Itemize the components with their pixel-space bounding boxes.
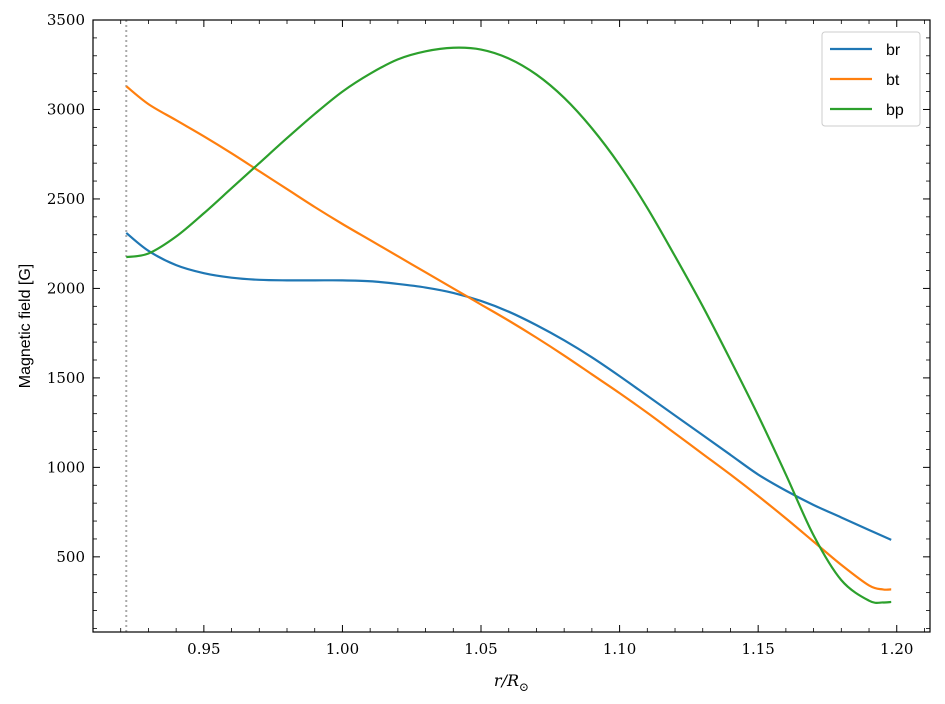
y-tick-label: 3000 [47, 100, 85, 118]
series-line-bp [126, 46, 892, 604]
y-tick-label: 3500 [47, 11, 85, 29]
x-tick-label: 1.00 [326, 640, 359, 658]
series-line-bt [125, 85, 892, 591]
y-axis-label: Magnetic field [G] [17, 264, 34, 389]
tick-labels-layer: 0.95 1.00 1.05 1.10 1.15 1.20 500 1000 1500 2000 2… [47, 11, 914, 658]
x-tick-label: 0.95 [187, 640, 220, 658]
x-axis-label: r/R⊙ [494, 671, 529, 694]
legend: br bt bp [821, 31, 921, 127]
x-tick-label: 1.05 [464, 640, 497, 658]
x-tick-label: 1.15 [741, 640, 774, 658]
ticks-layer [92, 19, 930, 632]
y-tick-label: 1000 [47, 458, 85, 476]
legend-label-bt: bt [886, 72, 900, 89]
series-layer [125, 46, 892, 604]
y-tick-label: 2000 [47, 279, 85, 297]
x-tick-label: 1.10 [603, 640, 636, 658]
series-line-br [125, 232, 892, 541]
legend-label-br: br [886, 42, 901, 59]
y-tick-label: 500 [56, 548, 85, 566]
y-tick-label: 2500 [47, 190, 85, 208]
legend-label-bp: bp [886, 102, 904, 119]
plot-frame [92, 19, 931, 633]
x-tick-label: 1.20 [880, 640, 913, 658]
y-tick-label: 1500 [47, 369, 85, 387]
